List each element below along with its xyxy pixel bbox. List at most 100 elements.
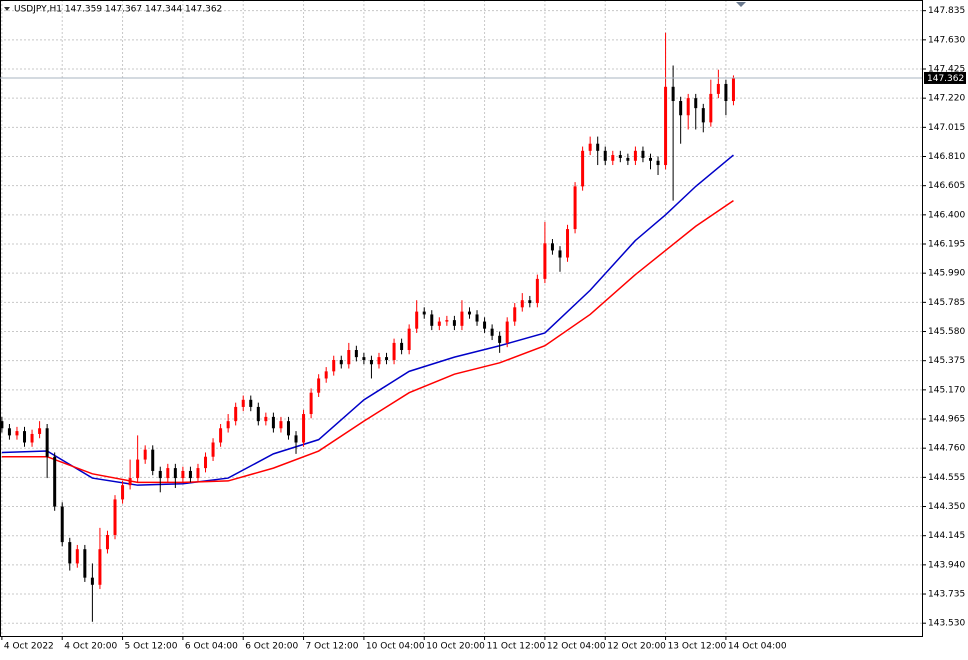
candle-body bbox=[324, 371, 328, 379]
candle-body bbox=[385, 357, 389, 360]
candle-body bbox=[83, 549, 87, 578]
y-tick-label: 147.425 bbox=[928, 65, 965, 75]
candle-body bbox=[211, 442, 215, 457]
candle-body bbox=[302, 414, 306, 443]
candle-body bbox=[731, 77, 735, 102]
candle-body bbox=[611, 155, 615, 161]
candle-body bbox=[219, 428, 223, 443]
candle-body bbox=[701, 108, 705, 123]
y-tick-label: 144.760 bbox=[928, 444, 965, 454]
candle-body bbox=[136, 459, 140, 479]
candle-body bbox=[543, 243, 547, 279]
x-tick-label: 6 Oct 20:00 bbox=[245, 642, 298, 652]
candle-body bbox=[339, 359, 343, 365]
shift-marker bbox=[736, 2, 746, 7]
candle-body bbox=[452, 320, 456, 326]
candle-body bbox=[30, 433, 34, 443]
y-tick-label: 143.530 bbox=[928, 619, 965, 629]
y-tick-label: 144.145 bbox=[928, 531, 965, 541]
candle-body bbox=[204, 456, 208, 469]
candle-body bbox=[354, 350, 358, 358]
candle-body bbox=[415, 311, 419, 329]
x-tick-label: 14 Oct 04:00 bbox=[728, 642, 787, 652]
x-tick-label: 4 Oct 20:00 bbox=[64, 642, 117, 652]
y-tick-label: 147.220 bbox=[928, 94, 965, 104]
candle-body bbox=[105, 534, 109, 550]
candle-body bbox=[23, 431, 27, 443]
candle-body bbox=[45, 428, 49, 457]
candle-body bbox=[128, 478, 132, 486]
candle-body bbox=[618, 155, 622, 158]
candle-body bbox=[596, 143, 600, 151]
candle-body bbox=[407, 328, 411, 351]
candle-body bbox=[679, 101, 683, 116]
candle-body bbox=[377, 357, 381, 365]
y-tick-label: 144.555 bbox=[928, 473, 965, 483]
symbol-icon bbox=[4, 7, 10, 11]
candle-body bbox=[121, 485, 125, 500]
marks bbox=[0, 32, 735, 622]
y-tick-label: 144.965 bbox=[928, 415, 965, 425]
candle-body bbox=[664, 86, 668, 166]
y-tick-label: 143.940 bbox=[928, 560, 965, 570]
candle-body bbox=[264, 416, 268, 422]
candle-body bbox=[686, 98, 690, 116]
y-tick-label: 146.605 bbox=[928, 181, 965, 191]
x-tick-label: 7 Oct 12:00 bbox=[306, 642, 359, 652]
candle-body bbox=[15, 431, 19, 436]
candle-body bbox=[490, 328, 494, 336]
y-tick-label: 145.170 bbox=[928, 385, 965, 395]
candle-body bbox=[166, 468, 170, 479]
candle-body bbox=[234, 406, 238, 422]
candle-body bbox=[173, 468, 177, 479]
candle-body bbox=[279, 421, 283, 429]
candle-body bbox=[709, 93, 713, 123]
y-tick-label: 147.015 bbox=[928, 123, 965, 133]
candle-body bbox=[113, 499, 117, 535]
candle-body bbox=[143, 449, 147, 460]
candle-body bbox=[581, 150, 585, 187]
candle-body bbox=[0, 421, 4, 429]
candle-body bbox=[475, 314, 479, 322]
y-tick-label: 146.195 bbox=[928, 240, 965, 250]
candle-body bbox=[256, 406, 260, 422]
grid bbox=[0, 0, 922, 636]
candle-body bbox=[505, 321, 509, 343]
candle-body bbox=[68, 542, 72, 564]
y-tick-label: 144.350 bbox=[928, 502, 965, 512]
candle-body bbox=[671, 86, 675, 102]
candle-body bbox=[550, 243, 554, 251]
current-price-label: 147.362 bbox=[927, 74, 964, 84]
y-tick-label: 146.810 bbox=[928, 152, 965, 162]
y-tick-label: 145.580 bbox=[928, 327, 965, 337]
candle-body bbox=[347, 350, 351, 365]
x-tick-label: 10 Oct 04:00 bbox=[366, 642, 425, 652]
candle-body bbox=[369, 359, 373, 365]
candle-body bbox=[188, 470, 192, 479]
candle-body bbox=[332, 359, 336, 372]
candle-body bbox=[196, 468, 200, 479]
candle-body bbox=[648, 157, 652, 161]
candle-body bbox=[38, 428, 42, 434]
candle-body bbox=[226, 421, 230, 429]
y-tick-label: 143.735 bbox=[928, 590, 965, 600]
candle-body bbox=[151, 449, 155, 471]
candle-body bbox=[558, 250, 562, 258]
candle-body bbox=[656, 160, 660, 166]
candle-body bbox=[286, 421, 290, 436]
candle-body bbox=[603, 150, 607, 161]
candle-body bbox=[90, 577, 94, 585]
x-tick-label: 12 Oct 04:00 bbox=[547, 642, 606, 652]
candle-body bbox=[566, 229, 570, 258]
y-tick-label: 145.785 bbox=[928, 298, 965, 308]
candle-body bbox=[641, 150, 645, 158]
x-tick-label: 12 Oct 20:00 bbox=[607, 642, 666, 652]
y-tick-label: 147.630 bbox=[928, 35, 965, 45]
candle-body bbox=[422, 311, 426, 315]
candle-body bbox=[7, 428, 11, 436]
x-tick-label: 6 Oct 04:00 bbox=[185, 642, 238, 652]
candle-body bbox=[181, 470, 185, 479]
y-tick-label: 145.375 bbox=[928, 356, 965, 366]
